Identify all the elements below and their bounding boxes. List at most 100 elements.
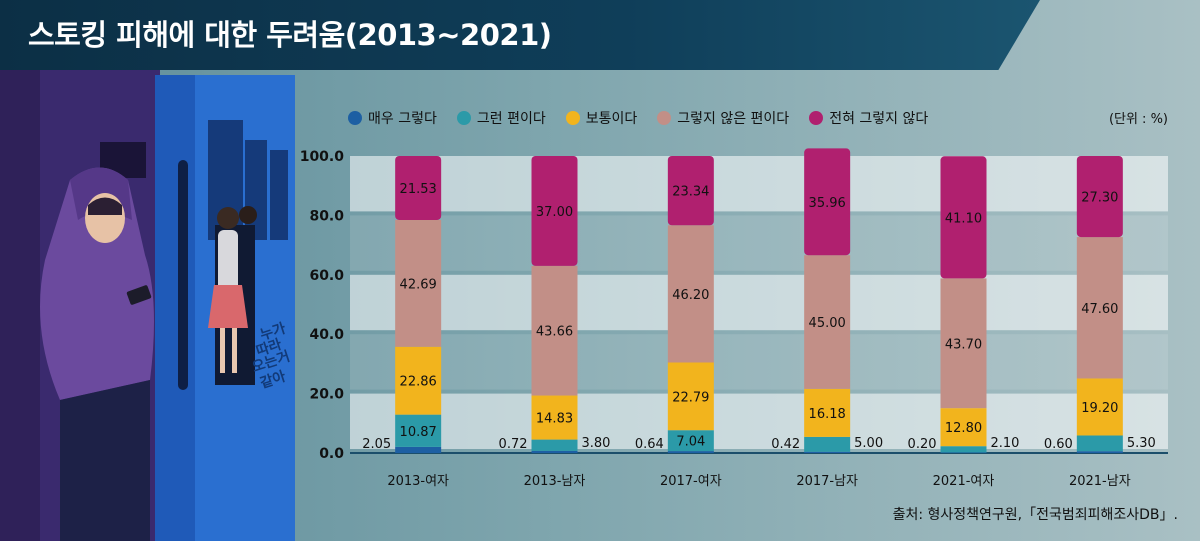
bar-segment — [531, 450, 578, 453]
bar-segment — [804, 148, 851, 256]
data-label: 42.69 — [400, 277, 437, 292]
data-label: 41.10 — [945, 211, 982, 226]
legend-label: 보통이다 — [585, 111, 638, 127]
bar-segment — [395, 446, 442, 453]
bar-segment — [804, 255, 851, 389]
y-tick-label: 80.0 — [309, 208, 344, 224]
data-label: 35.96 — [809, 196, 846, 211]
data-label: 47.60 — [1081, 302, 1118, 317]
data-label: 0.64 — [635, 437, 664, 452]
bar-segment — [804, 451, 851, 453]
illustration-caption-line-2: 따라 — [254, 337, 284, 360]
bar-segment — [804, 388, 851, 437]
data-label: 43.70 — [945, 337, 982, 352]
bar-segment — [1076, 156, 1123, 238]
data-label: 10.87 — [400, 425, 437, 440]
bar-segment — [531, 265, 578, 396]
grid-band — [350, 156, 1168, 212]
legend-item: 그런 편이다 — [456, 108, 546, 128]
bar-segment — [395, 219, 442, 347]
grid-band — [350, 215, 1168, 271]
data-label: 5.00 — [854, 436, 883, 451]
bar-segment — [667, 225, 714, 363]
bar-segment — [940, 156, 987, 279]
bar-segment — [667, 430, 714, 452]
data-label: 0.72 — [499, 437, 528, 452]
legend-label: 그런 편이다 — [476, 111, 546, 127]
data-label: 16.18 — [809, 407, 846, 422]
data-label: 14.83 — [536, 412, 573, 427]
bar-segment — [940, 452, 987, 453]
bar-segment — [1076, 378, 1123, 436]
bar-segment — [395, 414, 442, 447]
data-label: 45.00 — [809, 316, 846, 331]
legend-item: 전혀 그렇지 않다 — [809, 108, 928, 128]
data-label: 5.30 — [1127, 436, 1156, 451]
source-note: 출처: 형사정책연구원,「전국범죄피해조사DB」. — [892, 507, 1178, 523]
unit-label: (단위 : %) — [1108, 112, 1168, 127]
x-category-label: 2013-여자 — [387, 474, 449, 489]
legend-label: 전혀 그렇지 않다 — [829, 111, 929, 127]
data-label: 19.20 — [1081, 401, 1118, 416]
x-category-label: 2021-여자 — [933, 474, 995, 489]
bar-segment — [940, 446, 987, 453]
legend-swatch — [348, 111, 362, 125]
data-label: 37.00 — [536, 205, 573, 220]
data-label: 27.30 — [1081, 191, 1118, 206]
legend-label: 매우 그렇다 — [368, 111, 437, 127]
data-label: 3.80 — [582, 436, 611, 451]
page-title: 스토킹 피해에 대한 두려움(2013~2021) — [28, 18, 552, 52]
data-label: 0.60 — [1044, 437, 1073, 452]
y-tick-label: 20.0 — [309, 387, 344, 403]
data-label: 22.86 — [400, 375, 437, 390]
legend-label: 그렇지 않은 편이다 — [677, 111, 790, 127]
data-label: 46.20 — [672, 288, 709, 303]
data-label: 43.66 — [536, 325, 573, 340]
bar-segment — [940, 408, 987, 447]
title-banner — [0, 0, 1040, 70]
bar-segment — [667, 362, 714, 431]
bar-segment — [395, 346, 442, 415]
bar-segment — [1076, 237, 1123, 379]
bar-segment — [804, 436, 851, 452]
y-tick-label: 0.0 — [319, 446, 344, 462]
legend-item: 보통이다 — [565, 108, 638, 128]
chart-legend: 매우 그렇다 그런 편이다 보통이다 그렇지 않은 편이다 전혀 그렇지 않다 — [348, 108, 928, 128]
bar-segment — [395, 156, 442, 220]
legend-swatch — [456, 111, 471, 125]
stalking-illustration: 누가 따라 오는거 같아 — [0, 70, 295, 541]
bar-segment — [1076, 435, 1123, 452]
x-category-label: 2017-여자 — [660, 474, 722, 489]
data-label: 22.79 — [672, 390, 709, 405]
data-label: 7.04 — [676, 435, 705, 450]
data-label: 0.42 — [771, 437, 800, 452]
data-label: 2.10 — [991, 436, 1020, 451]
bar-segment — [531, 155, 578, 266]
legend-item: 매우 그렇다 — [348, 108, 437, 128]
bar-segment — [667, 155, 714, 226]
legend-swatch — [809, 111, 824, 125]
x-category-label: 2017-남자 — [796, 474, 858, 489]
data-label: 23.34 — [672, 185, 709, 200]
legend-swatch — [565, 111, 580, 125]
bar-segment — [667, 451, 714, 453]
data-label: 0.20 — [908, 437, 937, 452]
data-label: 2.05 — [362, 437, 391, 452]
data-label: 12.80 — [945, 421, 982, 436]
illustration-caption-line-1: 누가 — [258, 321, 288, 344]
bar-segment — [531, 395, 578, 440]
bar-segment — [940, 278, 987, 409]
data-label: 21.53 — [400, 182, 437, 197]
grid-band — [350, 274, 1168, 331]
bar-segment — [1076, 451, 1123, 453]
x-category-label: 2021-남자 — [1069, 474, 1131, 489]
grid-band — [350, 334, 1168, 390]
x-category-label: 2013-남자 — [524, 474, 586, 489]
y-tick-label: 40.0 — [309, 327, 344, 343]
y-tick-label: 60.0 — [309, 268, 344, 284]
legend-item: 그렇지 않은 편이다 — [657, 108, 789, 128]
legend-swatch — [657, 111, 672, 125]
bar-segment — [531, 439, 578, 451]
y-tick-label: 100.0 — [300, 149, 345, 165]
